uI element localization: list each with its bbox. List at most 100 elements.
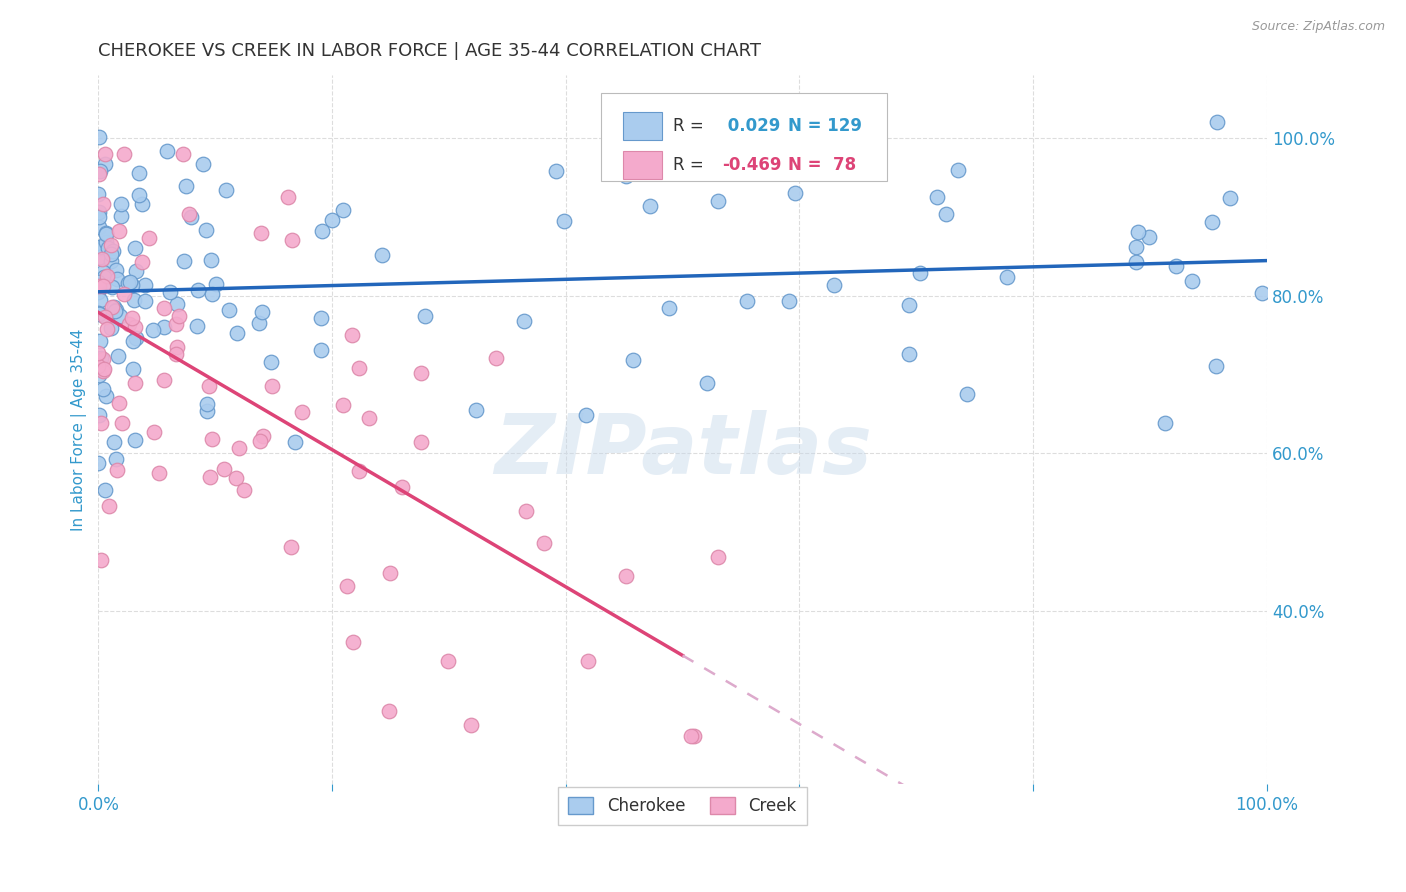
Point (262, 379, 284, 393)
Point (159, 285, 181, 299)
Point (485, 351, 508, 365)
Text: 0.029: 0.029 (723, 117, 780, 136)
Point (186, 318, 208, 333)
Point (112, 147, 135, 161)
Point (103, 244, 125, 258)
Text: -0.469: -0.469 (723, 156, 782, 174)
Point (311, 310, 333, 325)
Point (87, 167, 110, 181)
Point (576, 654, 599, 668)
Point (332, 398, 354, 412)
Point (96, 322, 118, 336)
Point (87, 220, 110, 235)
Point (89, 293, 111, 308)
Point (87, 457, 110, 471)
Point (281, 233, 304, 247)
Point (460, 718, 482, 732)
Point (378, 704, 401, 718)
Point (252, 429, 274, 443)
Point (87, 205, 110, 219)
Point (105, 272, 128, 286)
Point (1125, 255, 1147, 269)
Point (1219, 191, 1241, 205)
Point (1205, 359, 1227, 374)
Point (105, 262, 128, 277)
Point (89, 240, 111, 254)
Point (91, 196, 114, 211)
Point (778, 293, 800, 308)
Point (180, 210, 202, 224)
Point (134, 294, 156, 309)
Text: ZIPatlas: ZIPatlas (494, 410, 872, 491)
Point (614, 569, 637, 583)
Point (340, 327, 363, 342)
Point (897, 298, 920, 312)
Point (658, 301, 681, 315)
Point (121, 277, 143, 292)
Text: R =: R = (673, 156, 704, 174)
Point (735, 293, 758, 308)
Point (956, 387, 979, 401)
Point (277, 190, 299, 204)
Point (247, 316, 270, 330)
Point (107, 349, 129, 363)
Point (187, 283, 209, 297)
Point (166, 346, 188, 360)
Point (87, 409, 110, 423)
Point (311, 224, 333, 238)
Point (194, 223, 217, 237)
Legend: Cherokee, Creek: Cherokee, Creek (558, 787, 807, 825)
Point (87, 278, 110, 293)
Point (117, 317, 139, 331)
Point (103, 300, 125, 314)
Point (177, 207, 200, 221)
Point (124, 376, 146, 391)
Point (94, 389, 117, 403)
Point (87, 285, 110, 299)
Point (553, 214, 575, 228)
Point (94, 483, 117, 498)
Point (100, 320, 122, 334)
Point (93, 147, 115, 161)
Point (696, 376, 718, 390)
Point (1154, 416, 1177, 430)
Point (104, 303, 127, 318)
Point (195, 397, 218, 411)
Point (121, 311, 143, 326)
Point (148, 466, 170, 480)
Point (378, 566, 401, 580)
Point (785, 186, 807, 200)
Point (249, 434, 271, 449)
Point (169, 310, 191, 324)
Point (1206, 115, 1229, 129)
Point (228, 441, 250, 455)
Point (100, 300, 122, 314)
Point (94, 227, 117, 241)
Point (87, 186, 110, 201)
Point (131, 196, 153, 211)
Point (87, 279, 110, 293)
Point (89, 334, 111, 348)
Point (225, 326, 247, 341)
Point (200, 432, 222, 446)
Point (117, 277, 139, 291)
Point (101, 280, 124, 294)
Point (995, 269, 1018, 284)
Point (156, 144, 179, 158)
Point (898, 347, 921, 361)
Point (280, 540, 302, 554)
Point (1164, 259, 1187, 273)
Point (284, 434, 307, 449)
Point (87, 359, 110, 373)
Point (707, 194, 730, 208)
Point (166, 297, 188, 311)
Point (134, 277, 156, 292)
Text: R =: R = (673, 117, 704, 136)
Point (138, 230, 160, 244)
Point (94, 235, 117, 249)
Point (112, 286, 135, 301)
Point (640, 199, 662, 213)
Point (910, 265, 932, 279)
Point (87, 130, 110, 145)
Point (174, 178, 197, 193)
